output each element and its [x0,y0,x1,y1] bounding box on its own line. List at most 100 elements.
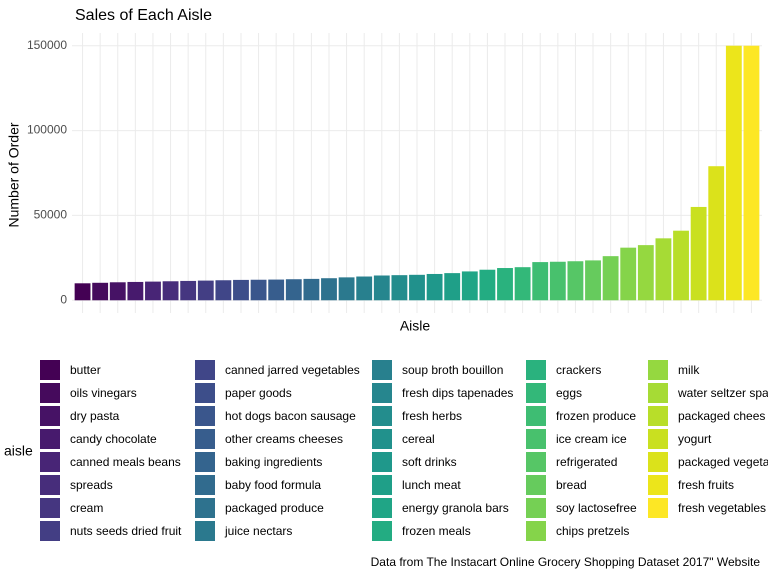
legend-label: crackers [556,363,601,377]
bar [285,279,302,301]
legend-key [648,383,668,403]
legend-key [526,475,546,495]
legend-key [195,429,215,449]
legend-label: canned meals beans [70,455,181,469]
legend-label: packaged chees [678,409,765,423]
legend-label: candy chocolate [70,432,157,446]
bar [268,279,285,301]
legend-label: dry pasta [70,409,120,423]
bar [321,278,337,301]
legend-label: chips pretzels [556,524,629,538]
legend-key [195,475,215,495]
bar [655,238,672,301]
x-axis-title: Aisle [400,318,431,334]
legend-key [526,406,546,426]
legend-key [195,452,215,472]
bar [127,281,144,301]
legend-label: fresh vegetables [678,501,766,515]
y-tick-label: 50000 [34,208,68,222]
legend-key [372,498,392,518]
legend-label: ice cream ice [556,432,627,446]
y-tick-label: 0 [60,292,67,306]
legend-key [526,360,546,380]
bar [620,247,637,301]
y-axis-title: Number of Order [6,122,22,227]
legend-label: fresh fruits [678,478,734,492]
legend-label: water seltzer spa [677,386,768,400]
legend-key [195,521,215,541]
bar [109,282,126,301]
bar [74,283,91,301]
legend-label: eggs [556,386,582,400]
legend-key [648,475,668,495]
bar [356,276,373,301]
legend-key [526,498,546,518]
bar [444,273,461,301]
legend-key [526,452,546,472]
legend-key [372,475,392,495]
bar [303,278,320,301]
bar [461,271,478,301]
y-tick-label: 150000 [27,38,67,52]
bar [215,280,232,301]
legend-label: lunch meat [402,478,461,492]
bar [549,261,566,301]
legend-label: baby food formula [225,478,321,492]
legend-label: other creams cheeses [225,432,343,446]
legend-label: milk [678,363,700,377]
legend-label: yogurt [678,432,712,446]
bar [743,45,760,301]
legend-key [372,452,392,472]
legend-key [648,452,668,472]
legend-label: bread [556,478,587,492]
bar [532,262,549,301]
legend-key [372,360,392,380]
bar [479,269,496,301]
bar [92,282,109,301]
legend-label: hot dogs bacon sausage [225,409,356,423]
legend-label: paper goods [225,386,292,400]
legend-label: soft drinks [402,455,457,469]
bar [497,268,513,301]
legend-key [40,383,60,403]
legend-label: baking ingredients [225,455,322,469]
legend-label: soy lactosefree [556,501,637,515]
legend-key [648,360,668,380]
legend-key [372,521,392,541]
legend-key [195,406,215,426]
bar [725,45,742,301]
legend-key [648,429,668,449]
legend-key [195,498,215,518]
bar [373,275,390,301]
bar [514,267,531,301]
legend-label: refrigerated [556,455,617,469]
legend-label: juice nectars [224,524,292,538]
bar [145,281,161,301]
bar [708,166,725,301]
legend-label: nuts seeds dried fruit [70,524,182,538]
legend-label: fresh dips tapenades [402,386,513,400]
bar [602,256,619,301]
legend-label: frozen meals [402,524,471,538]
legend-key [40,498,60,518]
legend-key [372,383,392,403]
legend-key [195,360,215,380]
legend-key [526,383,546,403]
legend-label: fresh herbs [402,409,462,423]
legend-key [40,475,60,495]
legend-key [40,429,60,449]
legend-key [40,521,60,541]
legend-key [372,429,392,449]
y-tick-label: 100000 [27,123,67,137]
bar [250,279,267,301]
legend-key [526,429,546,449]
legend-key [40,360,60,380]
legend-label: frozen produce [556,409,636,423]
bar [162,281,179,301]
legend-label: packaged vegeta [678,455,768,469]
bar [567,261,584,301]
legend-key [372,406,392,426]
bar [180,280,197,301]
bar [233,279,249,301]
